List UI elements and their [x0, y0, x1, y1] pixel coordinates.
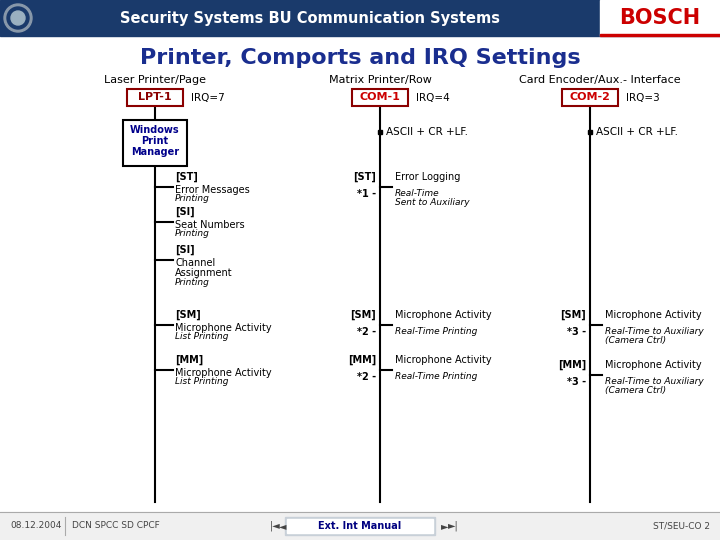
Text: *2 -: *2 - [357, 327, 376, 337]
Text: BOSCH: BOSCH [619, 8, 701, 28]
Text: IRQ=4: IRQ=4 [416, 92, 450, 103]
Text: Real-Time Printing: Real-Time Printing [395, 327, 477, 336]
Bar [0, 512, 720, 540]
Text: Card Encoder/Aux.- Interface: Card Encoder/Aux.- Interface [519, 75, 681, 85]
Text: Manager: Manager [131, 147, 179, 157]
Text: DCN SPCC SD CPCF: DCN SPCC SD CPCF [72, 522, 160, 530]
Text: ST/SEU-CO 2: ST/SEU-CO 2 [653, 522, 710, 530]
Text: [MM]: [MM] [558, 360, 586, 370]
Text: COM-1: COM-1 [359, 92, 400, 103]
Text: Security Systems BU Communication Systems: Security Systems BU Communication System… [120, 10, 500, 25]
Text: [SI]: [SI] [175, 207, 194, 217]
Text: [ST]: [ST] [175, 172, 198, 182]
Text: [MM]: [MM] [175, 355, 203, 365]
Text: [SI]: [SI] [175, 245, 194, 255]
Text: (Camera Ctrl): (Camera Ctrl) [605, 336, 666, 345]
Text: [SM]: [SM] [560, 310, 586, 320]
Text: [SM]: [SM] [350, 310, 376, 320]
Text: ASCII + CR +LF.: ASCII + CR +LF. [386, 127, 468, 137]
Text: Error Logging: Error Logging [395, 172, 460, 182]
Text: Laser Printer/Page: Laser Printer/Page [104, 75, 206, 85]
Bar [562, 89, 618, 106]
Text: List Printing: List Printing [175, 377, 228, 386]
Text: Microphone Activity: Microphone Activity [605, 360, 701, 370]
Text: Microphone Activity: Microphone Activity [605, 310, 701, 320]
Text: Error Messages: Error Messages [175, 185, 250, 195]
Text: *2 -: *2 - [357, 372, 376, 382]
Text: *3 -: *3 - [567, 377, 586, 387]
Text: IRQ=7: IRQ=7 [191, 92, 225, 103]
Text: Printing: Printing [175, 278, 210, 287]
Text: |◄: |◄ [269, 521, 280, 531]
Bar [352, 89, 408, 106]
Bar [123, 120, 187, 166]
Text: Real-Time to Auxiliary: Real-Time to Auxiliary [605, 377, 703, 386]
Bar [0, 0, 720, 36]
Text: Assignment: Assignment [175, 268, 233, 278]
Text: [SM]: [SM] [175, 310, 201, 320]
Text: Real-Time to Auxiliary: Real-Time to Auxiliary [605, 327, 703, 336]
Circle shape [7, 7, 29, 29]
Text: IRQ=3: IRQ=3 [626, 92, 660, 103]
Bar [588, 130, 592, 134]
Bar [285, 517, 435, 535]
Bar [600, 34, 720, 36]
Text: Sent to Auxiliary: Sent to Auxiliary [395, 198, 469, 207]
Text: [ST]: [ST] [353, 172, 376, 182]
Text: Matrix Printer/Row: Matrix Printer/Row [328, 75, 431, 85]
Text: Microphone Activity: Microphone Activity [395, 355, 492, 365]
Text: LPT-1: LPT-1 [138, 92, 172, 103]
Text: ►: ► [441, 521, 449, 531]
Bar [287, 519, 433, 533]
Text: *3 -: *3 - [567, 327, 586, 337]
Text: ◄: ◄ [279, 521, 287, 531]
Circle shape [11, 11, 25, 25]
Text: List Printing: List Printing [175, 332, 228, 341]
Text: Printing: Printing [175, 229, 210, 238]
Text: Ext. Int Manual: Ext. Int Manual [318, 521, 402, 531]
Text: 08.12.2004: 08.12.2004 [10, 522, 61, 530]
Text: Printer, Comports and IRQ Settings: Printer, Comports and IRQ Settings [140, 48, 580, 68]
Text: Windows: Windows [130, 125, 180, 135]
Bar [127, 89, 183, 106]
Text: [MM]: [MM] [348, 355, 376, 365]
Text: Print: Print [141, 136, 168, 146]
Text: Channel: Channel [175, 258, 215, 268]
Text: Real-Time Printing: Real-Time Printing [395, 372, 477, 381]
Text: Printing: Printing [175, 194, 210, 203]
Text: *1 -: *1 - [357, 189, 376, 199]
Text: (Camera Ctrl): (Camera Ctrl) [605, 386, 666, 395]
Bar [600, 0, 720, 36]
Text: Microphone Activity: Microphone Activity [395, 310, 492, 320]
Text: Microphone Activity: Microphone Activity [175, 323, 271, 333]
Text: Seat Numbers: Seat Numbers [175, 220, 245, 230]
Text: COM-2: COM-2 [570, 92, 611, 103]
Text: Microphone Activity: Microphone Activity [175, 368, 271, 378]
Text: Real-Time: Real-Time [395, 189, 440, 198]
Text: ►|: ►| [448, 521, 459, 531]
Bar [378, 130, 382, 134]
Text: ASCII + CR +LF.: ASCII + CR +LF. [596, 127, 678, 137]
Circle shape [4, 4, 32, 32]
